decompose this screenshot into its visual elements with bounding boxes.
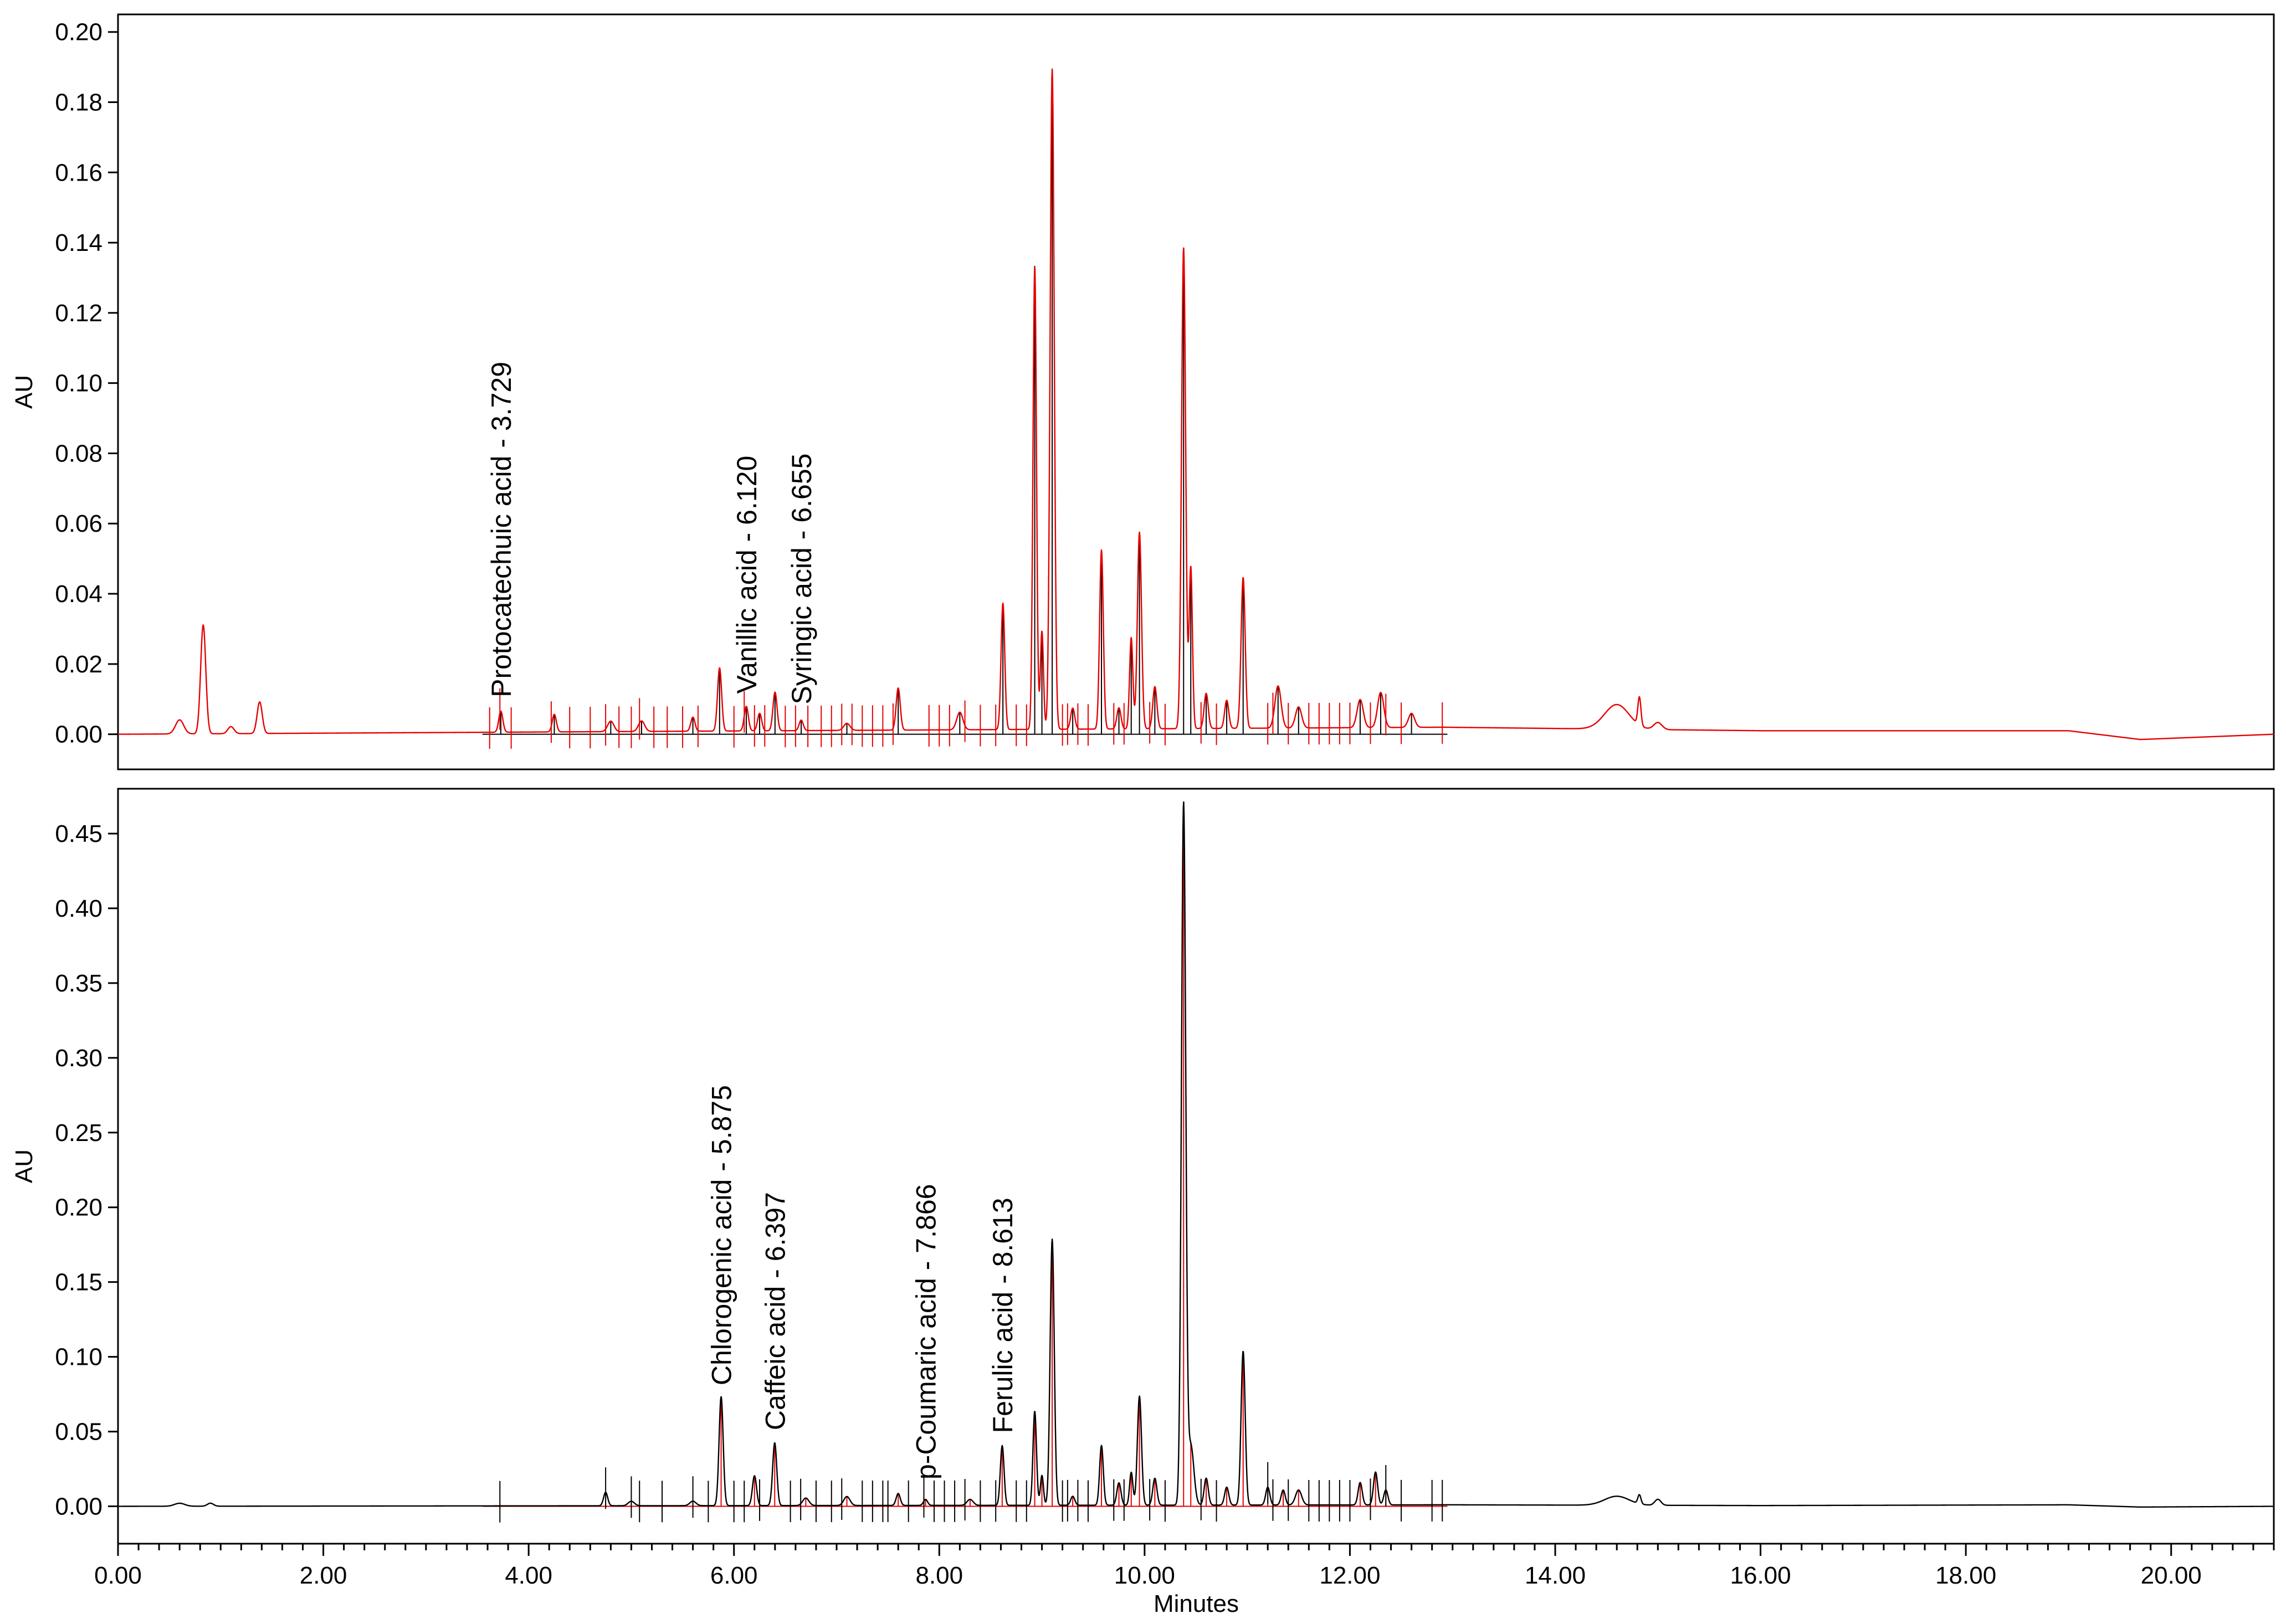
y-tick-label: 0.35	[55, 970, 102, 997]
peak-annotation: Ferulic acid - 8.613	[987, 1198, 1018, 1433]
y-tick-label: 0.16	[55, 159, 102, 186]
y-tick-label: 0.15	[55, 1269, 102, 1296]
y-tick-label: 0.45	[55, 820, 102, 847]
x-tick-label: 16.00	[1730, 1562, 1791, 1589]
y-axis-title: AU	[11, 375, 38, 409]
peak-annotation: Caffeic acid - 6.397	[760, 1192, 791, 1430]
plot-area	[118, 801, 2274, 1523]
y-tick-label: 0.10	[55, 1344, 102, 1371]
peak-annotation: Vanillic acid - 6.120	[731, 456, 762, 694]
plot-frame	[117, 13, 2275, 770]
x-tick-label: 20.00	[2141, 1562, 2202, 1589]
y-tick-label: 0.08	[55, 440, 102, 467]
x-tick-label: 6.00	[710, 1562, 758, 1589]
y-tick-label: 0.12	[55, 300, 102, 327]
y-tick-label: 0.30	[55, 1045, 102, 1072]
y-tick-label: 0.04	[55, 580, 102, 608]
peak-annotation: p-Coumaric acid - 7.866	[910, 1184, 941, 1480]
chromatogram-trace	[118, 68, 2274, 741]
y-tick-label: 0.14	[55, 229, 102, 256]
x-tick-label: 14.00	[1525, 1562, 1586, 1589]
x-axis-title: Minutes	[1154, 1590, 1239, 1617]
y-tick-label: 0.10	[55, 370, 102, 397]
chromatogram-trace	[118, 801, 2274, 1508]
plot-frame	[117, 788, 2275, 1545]
y-tick-label: 0.40	[55, 895, 102, 922]
y-tick-label: 0.18	[55, 89, 102, 116]
peak-annotation: Protocatechuic acid - 3.729	[486, 362, 517, 697]
x-tick-label: 2.00	[300, 1562, 347, 1589]
peak-annotation: Chlorogenic acid - 5.875	[706, 1085, 737, 1385]
y-tick-label: 0.02	[55, 651, 102, 678]
x-tick-label: 0.00	[94, 1562, 142, 1589]
chromatogram-panel-bottom: 0.00 0.05 0.10 0.15 0.20 0.25 0.30 0.35 0.40 0.45…	[11, 788, 2275, 1589]
y-tick-label: 0.00	[55, 721, 102, 748]
y-tick-label: 0.20	[55, 1194, 102, 1221]
x-tick-label: 12.00	[1319, 1562, 1380, 1589]
x-tick-label: 4.00	[505, 1562, 552, 1589]
y-tick-label: 0.20	[55, 19, 102, 46]
x-tick-label: 8.00	[915, 1562, 963, 1589]
y-tick-label: 0.00	[55, 1493, 102, 1520]
y-axis-title: AU	[11, 1149, 38, 1183]
y-tick-label: 0.06	[55, 510, 102, 537]
peak-annotation: Syringic acid - 6.655	[786, 454, 817, 705]
chromatogram-panel-top: 0.00 0.02 0.04 0.06 0.08 0.10 0.12 0.14 0.16 0.18…	[11, 13, 2275, 770]
y-tick-label: 0.05	[55, 1419, 102, 1446]
x-tick-label: 10.00	[1114, 1562, 1175, 1589]
plot-area	[118, 68, 2274, 749]
x-tick-label: 18.00	[1935, 1562, 1996, 1589]
y-tick-label: 0.25	[55, 1119, 102, 1147]
